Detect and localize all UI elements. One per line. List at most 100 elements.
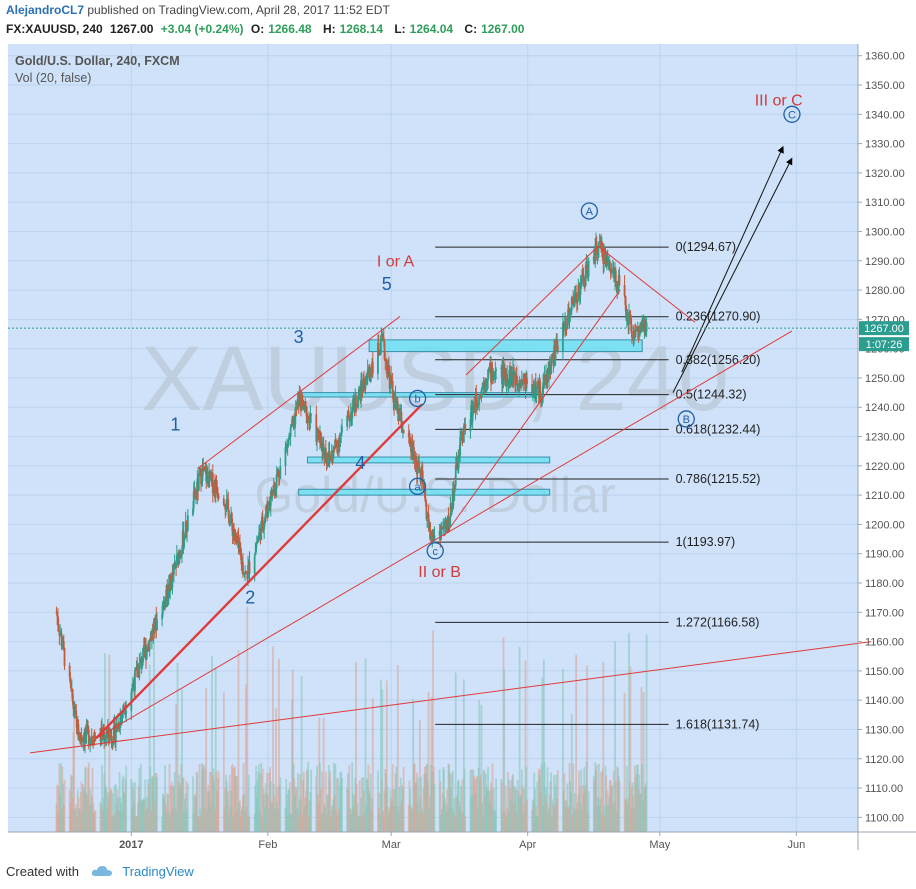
candle-body (240, 555, 243, 565)
candle-body (256, 539, 259, 543)
fib-label: 0.618(1232.44) (676, 422, 761, 436)
candle-body (429, 522, 431, 539)
volume-bar (546, 767, 549, 832)
candle-body (317, 430, 320, 440)
candle-body (72, 701, 75, 709)
candle-body (584, 265, 587, 286)
candle-body (356, 407, 359, 409)
volume-bar (310, 769, 313, 832)
candle-body (598, 241, 601, 243)
candle-body (299, 393, 302, 405)
last-price: 1267.00 (110, 22, 154, 36)
created-with-label: Created with (6, 864, 79, 879)
candle-body (400, 412, 403, 429)
candle-body (229, 519, 232, 525)
candle-body (120, 715, 123, 717)
candle-body (253, 555, 256, 574)
volume-bar (417, 777, 420, 832)
volume-bar (521, 785, 524, 832)
candle-body (596, 254, 599, 256)
candle-body (131, 683, 134, 689)
fib-label: 0.382(1256.20) (676, 353, 761, 367)
candle-body (625, 304, 627, 319)
candle-body (264, 513, 267, 518)
candle-body (91, 739, 94, 742)
candle-body (575, 292, 578, 301)
candle-body (170, 576, 172, 582)
projection-arrow (681, 145, 784, 373)
candle-body (243, 574, 246, 576)
candle-body (156, 619, 158, 630)
fib-label: 0.786(1215.52) (676, 472, 761, 486)
candle-body (329, 457, 332, 460)
candle-body (248, 561, 251, 574)
candle-body (554, 343, 557, 359)
volume-bar (272, 646, 274, 832)
high-label: H: (322, 22, 336, 36)
candle-body (295, 409, 298, 411)
candle-body (570, 297, 573, 311)
candle-body (152, 625, 155, 635)
volume-bar (211, 656, 213, 832)
y-tick-label: 1250.00 (865, 373, 905, 385)
candle-body (479, 395, 482, 397)
volume-bar (235, 776, 238, 832)
volume-bar (430, 697, 433, 832)
candle-body (630, 318, 633, 331)
candle-body (302, 399, 304, 405)
fibonacci-levels: 0(1294.67) 0.236(1270.90) 0.382(1256.20) 0.… (435, 240, 760, 731)
volume-bar (275, 708, 277, 832)
candle-body (244, 571, 246, 575)
volume-bar (148, 664, 151, 832)
wave-circle-label: b (415, 393, 421, 405)
tradingview-link[interactable]: TradingView (122, 864, 194, 879)
candle-body (175, 554, 178, 567)
volume-bar (91, 767, 94, 832)
candle-body (612, 268, 615, 271)
candle-body (178, 554, 180, 565)
candle-body (495, 369, 498, 371)
candle-body (576, 301, 579, 303)
candle-body (494, 370, 497, 374)
candle-body (486, 380, 489, 382)
author-link[interactable]: AlejandroCL7 (6, 3, 85, 17)
candle-body (638, 334, 641, 336)
open-value: 1266.48 (268, 22, 312, 36)
volume-bar (524, 660, 527, 832)
volume-bar (59, 762, 62, 832)
candle-body (534, 381, 537, 394)
trendline (465, 245, 599, 376)
candle-body (491, 369, 494, 379)
candle-body (360, 379, 363, 392)
candle-body (618, 275, 621, 285)
candle-body (606, 257, 609, 265)
volume-bar (192, 776, 194, 832)
candle-body (107, 726, 110, 737)
candle-body (231, 523, 234, 537)
candle-body (352, 398, 355, 408)
fib-label: 1.618(1131.74) (676, 717, 760, 731)
candle-body (106, 733, 108, 738)
candle-body (453, 485, 456, 501)
candle-body (255, 544, 258, 553)
candle-body (212, 489, 215, 494)
volume-bar (247, 774, 250, 832)
candle-body (112, 743, 114, 746)
candle-body (570, 310, 572, 312)
candle-body (217, 495, 220, 499)
fib-label: 1.272(1166.58) (676, 615, 760, 629)
candle-body (181, 549, 183, 556)
candle-body (507, 380, 510, 386)
volume-bar (319, 789, 322, 832)
candle-body (392, 392, 395, 403)
candle-body (383, 341, 386, 360)
candle-body (192, 508, 194, 516)
candle-body (639, 327, 641, 335)
candle-body (241, 561, 244, 574)
candle-body (461, 431, 464, 440)
candle-body (80, 737, 83, 739)
volume-bar (227, 790, 230, 832)
y-tick-label: 1220.00 (865, 461, 905, 473)
wave-circle (426, 542, 444, 560)
